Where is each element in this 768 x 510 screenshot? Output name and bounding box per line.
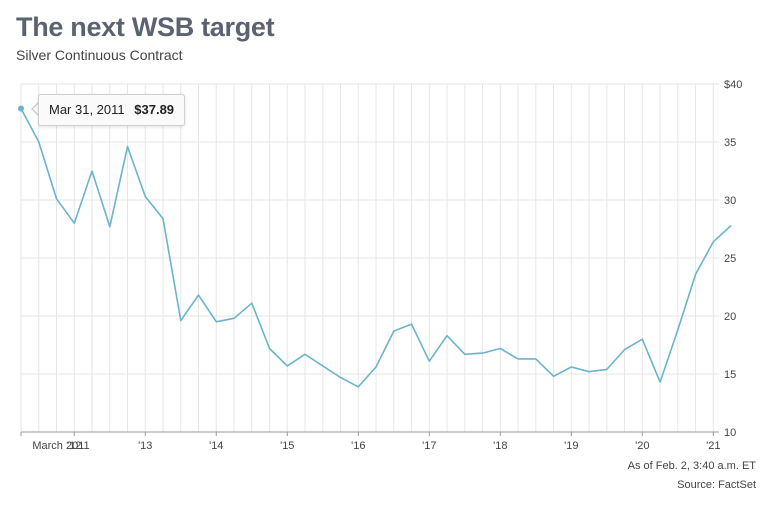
- x-tick-label: '14: [209, 440, 223, 452]
- x-tick-label: '17: [422, 440, 436, 452]
- x-tick-label: '13: [138, 440, 152, 452]
- y-tick-label: 10: [724, 427, 736, 439]
- x-tick-label: '12: [67, 440, 81, 452]
- y-tick-label: 25: [724, 253, 736, 265]
- x-tick-label: '15: [280, 440, 294, 452]
- x-tick-label: '21: [706, 440, 720, 452]
- x-tick-label: '16: [351, 440, 365, 452]
- y-tick-label: 15: [724, 369, 736, 381]
- y-tick-label: 35: [724, 137, 736, 149]
- y-tick-label: 30: [724, 195, 736, 207]
- y-tick-label: $40: [724, 79, 742, 91]
- source-note: Source: FactSet: [677, 479, 756, 491]
- highlight-data-point: [18, 105, 24, 112]
- tooltip-value: $37.89: [134, 102, 175, 117]
- x-tick-label: '18: [493, 440, 507, 452]
- x-tick-label: '20: [635, 440, 649, 452]
- chart-subtitle: Silver Continuous Contract: [16, 47, 183, 63]
- hover-tooltip: Mar 31, 2011 $37.89: [38, 94, 186, 126]
- as-of-note: As of Feb. 2, 3:40 a.m. ET: [627, 460, 756, 472]
- y-tick-label: 20: [724, 311, 736, 323]
- silver-price-line: [20, 108, 732, 388]
- chart-title: The next WSB target: [16, 12, 275, 42]
- tooltip-pointer-fill: [33, 103, 39, 115]
- tooltip-date: Mar 31, 2011: [49, 102, 125, 117]
- x-tick-label: '19: [564, 440, 578, 452]
- x-tick-label: March 2011: [32, 440, 89, 452]
